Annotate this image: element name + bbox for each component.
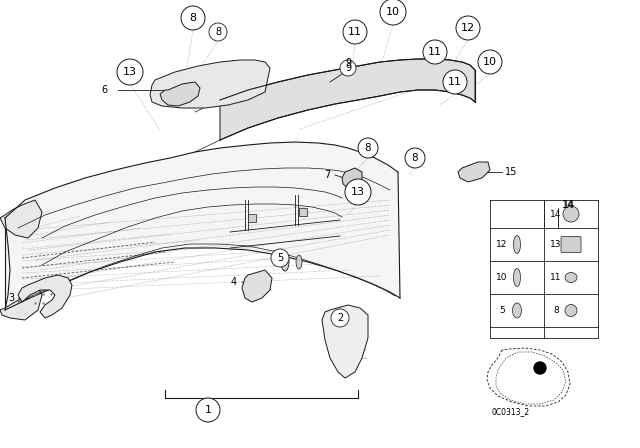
Text: 4: 4 — [231, 277, 237, 287]
Circle shape — [423, 40, 447, 64]
Polygon shape — [0, 288, 42, 320]
Ellipse shape — [513, 236, 520, 254]
Text: 5: 5 — [277, 253, 283, 263]
Text: 9: 9 — [345, 58, 351, 68]
Text: 7: 7 — [324, 170, 330, 180]
Polygon shape — [150, 60, 270, 108]
Ellipse shape — [513, 303, 522, 318]
Circle shape — [478, 50, 502, 74]
Circle shape — [563, 206, 579, 222]
Circle shape — [405, 148, 425, 168]
Text: 8: 8 — [365, 143, 371, 153]
Text: 15: 15 — [505, 167, 517, 177]
Polygon shape — [160, 82, 200, 106]
Polygon shape — [0, 200, 42, 238]
Text: 11: 11 — [550, 273, 562, 282]
Circle shape — [345, 179, 371, 205]
Ellipse shape — [281, 253, 289, 271]
Text: 2: 2 — [337, 313, 343, 323]
Circle shape — [340, 60, 356, 76]
Ellipse shape — [565, 305, 577, 316]
Text: 0C0313_2: 0C0313_2 — [492, 408, 530, 417]
Circle shape — [343, 20, 367, 44]
Text: 8: 8 — [189, 13, 196, 23]
Ellipse shape — [296, 255, 302, 269]
Text: 11: 11 — [428, 47, 442, 57]
FancyBboxPatch shape — [561, 237, 581, 253]
Polygon shape — [342, 168, 362, 188]
Text: 3: 3 — [8, 293, 14, 303]
Bar — [248, 214, 256, 222]
Circle shape — [331, 309, 349, 327]
Circle shape — [358, 138, 378, 158]
Circle shape — [534, 362, 546, 374]
Text: 11: 11 — [448, 77, 462, 87]
Text: 8: 8 — [215, 27, 221, 37]
Ellipse shape — [513, 268, 520, 287]
Text: 14: 14 — [550, 210, 562, 219]
Polygon shape — [5, 142, 400, 310]
Polygon shape — [322, 305, 368, 378]
Text: 5: 5 — [499, 306, 505, 315]
Polygon shape — [220, 59, 475, 140]
Text: 13: 13 — [123, 67, 137, 77]
Circle shape — [456, 16, 480, 40]
Text: 1: 1 — [205, 405, 211, 415]
Polygon shape — [458, 162, 490, 182]
Text: 8: 8 — [412, 153, 419, 163]
Text: 11: 11 — [348, 27, 362, 37]
Text: 10: 10 — [386, 7, 400, 17]
Bar — [299, 208, 307, 216]
Circle shape — [271, 249, 289, 267]
Circle shape — [209, 23, 227, 41]
Text: 10: 10 — [496, 273, 508, 282]
Text: 13: 13 — [550, 240, 562, 249]
Text: 9: 9 — [345, 63, 351, 73]
Polygon shape — [242, 270, 272, 302]
Text: 6: 6 — [102, 85, 108, 95]
Circle shape — [196, 398, 220, 422]
Ellipse shape — [565, 272, 577, 283]
Circle shape — [181, 6, 205, 30]
Text: 12: 12 — [496, 240, 508, 249]
Text: 10: 10 — [483, 57, 497, 67]
Circle shape — [117, 59, 143, 85]
Text: 14: 14 — [562, 200, 574, 210]
Text: 12: 12 — [461, 23, 475, 33]
Text: 8: 8 — [553, 306, 559, 315]
Text: 13: 13 — [351, 187, 365, 197]
Circle shape — [380, 0, 406, 25]
Text: 14: 14 — [563, 200, 575, 210]
Circle shape — [443, 70, 467, 94]
Polygon shape — [18, 275, 72, 318]
